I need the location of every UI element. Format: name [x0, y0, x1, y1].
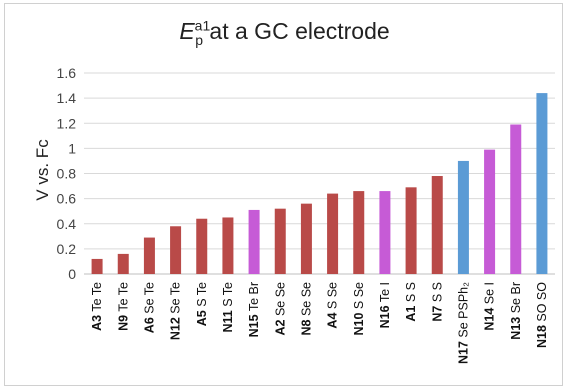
gridlines — [84, 72, 555, 275]
bars — [91, 93, 548, 274]
bar-n9 — [117, 253, 129, 274]
y-axis-label: V vs. Fc — [33, 139, 52, 201]
y-tick-label: 1.2 — [57, 115, 77, 131]
bar-n8 — [300, 203, 312, 274]
category-label-a6: A6 Se Te — [142, 282, 156, 333]
category-label-n8: N8 Se Se — [299, 282, 313, 336]
category-label-a1: A1 S S — [404, 282, 418, 322]
y-tick-labels: 0 0.2 0.4 0.6 0.8 1 1.2 1.4 1.6 — [57, 65, 77, 282]
category-labels: A3 Te Te N9 Te Te A6 Se Te N12 Se Te A5 S Te… — [90, 282, 549, 364]
title-symbol: E — [179, 18, 195, 44]
bar-a3 — [91, 258, 103, 274]
category-label-n10: N10 S Se — [352, 282, 366, 336]
category-label-n7: N7 S S — [430, 282, 444, 322]
y-tick-label: 0.2 — [57, 241, 77, 257]
bar-a5 — [196, 218, 208, 274]
chart-frame — [4, 3, 563, 386]
y-tick-label: 0.4 — [57, 216, 77, 232]
category-label-a3: A3 Te Te — [90, 282, 104, 331]
bar-n16 — [379, 191, 391, 274]
category-label-n13: N13 Se Br — [509, 282, 523, 340]
category-label-n15: N15 Te Br — [247, 282, 261, 337]
bar-n17 — [457, 160, 469, 274]
category-label-a2: A2 Se Se — [273, 282, 287, 336]
y-tick-label: 0.8 — [57, 166, 77, 182]
bar-n12 — [170, 226, 182, 274]
bar-n13 — [510, 124, 522, 274]
y-tick-label: 1 — [68, 140, 76, 156]
y-tick-label: 1.4 — [57, 90, 77, 106]
bar-n10 — [353, 191, 365, 274]
bar-n18 — [536, 93, 548, 274]
y-tick-label: 0.6 — [57, 191, 77, 207]
bar-a1 — [405, 187, 417, 274]
y-tick-label: 0 — [68, 266, 76, 282]
category-label-n16: N16 Te I — [378, 282, 392, 328]
title-text: at a GC electrode — [209, 18, 390, 44]
bar-a6 — [143, 237, 155, 274]
title-superscript: a1 — [194, 17, 211, 34]
category-label-a4: A4 S Se — [326, 282, 340, 329]
bar-n14 — [484, 149, 496, 274]
category-label-n12: N12 Se Te — [169, 282, 183, 340]
category-label-n18: N18 SO SO — [535, 282, 549, 348]
y-tick-label: 1.6 — [57, 65, 77, 81]
bar-n7 — [431, 176, 443, 274]
bar-n11 — [222, 217, 234, 274]
category-label-n17: N17 Se PSPh₂ — [456, 282, 470, 364]
category-label-n14: N14 Se I — [483, 282, 497, 331]
chart-title: Ea1p at a GC electrode — [0, 17, 569, 48]
category-label-n9: N9 Te Te — [116, 282, 130, 331]
bar-a2 — [274, 208, 286, 274]
category-label-n11: N11 S Te — [221, 282, 235, 333]
title-subscript: p — [195, 31, 204, 48]
bar-a4 — [327, 193, 339, 274]
category-label-a5: A5 S Te — [195, 282, 209, 326]
bar-n15 — [248, 209, 260, 274]
